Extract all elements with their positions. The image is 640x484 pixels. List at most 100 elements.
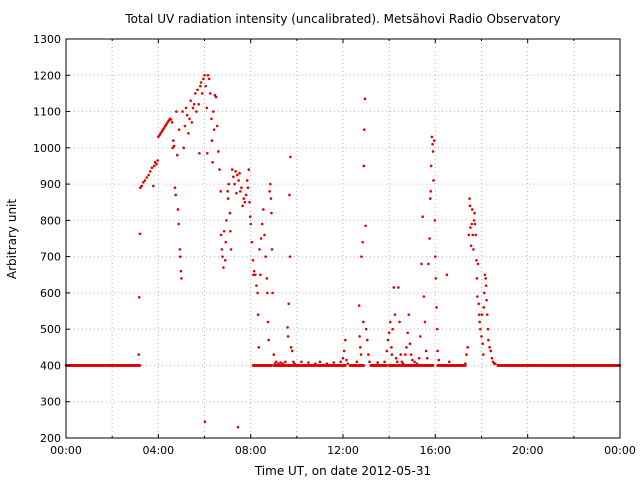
data-point [266, 320, 270, 324]
data-point [215, 124, 219, 128]
data-point [169, 118, 173, 121]
data-point [270, 211, 273, 215]
data-point [489, 349, 493, 353]
data-point [476, 295, 479, 298]
data-point [399, 353, 403, 356]
data-point [247, 168, 251, 171]
data-point [184, 106, 188, 110]
data-point [477, 313, 481, 316]
x-tick-label: 00:00 [604, 444, 636, 457]
data-point [207, 77, 211, 81]
data-point [478, 320, 481, 324]
data-point [472, 219, 476, 222]
data-point [362, 320, 365, 324]
data-point [192, 102, 196, 106]
data-point [433, 219, 437, 222]
x-tick-label: 16:00 [419, 444, 451, 457]
data-point [199, 81, 203, 84]
x-tick-label: 08:00 [235, 444, 267, 457]
data-point [198, 151, 201, 155]
data-point [226, 190, 229, 193]
data-point [281, 362, 285, 365]
data-point [182, 146, 186, 150]
y-tick-label: 200 [40, 432, 61, 445]
data-point [288, 193, 291, 197]
data-point [256, 291, 259, 295]
data-point [153, 161, 157, 164]
data-point [253, 273, 257, 277]
x-tick-label: 20:00 [512, 444, 544, 457]
data-point [423, 320, 427, 324]
data-point [181, 110, 184, 113]
y-tick-label: 500 [40, 323, 61, 336]
data-point [199, 84, 202, 88]
data-point [234, 170, 237, 173]
data-point [145, 176, 149, 179]
data-point [293, 362, 296, 365]
data-point [406, 331, 409, 335]
tick-labels: 200 300 400 500 600 700 800 900 1000 1100 1200 1300… [33, 33, 636, 457]
data-point [237, 179, 240, 182]
data-point [155, 162, 158, 166]
data-point [268, 190, 271, 193]
data-point [235, 191, 238, 195]
data-point [227, 182, 231, 186]
data-point [203, 420, 207, 423]
data-point [240, 186, 243, 190]
data-point [314, 362, 317, 365]
data-point [156, 159, 159, 162]
data-point [217, 150, 220, 153]
data-point [466, 346, 469, 349]
data-point [362, 128, 366, 131]
data-point [480, 313, 484, 316]
data-point [358, 335, 361, 338]
data-point [212, 128, 216, 131]
data-point [447, 360, 451, 364]
data-point [360, 255, 363, 258]
data-point [484, 277, 487, 280]
data-point [210, 117, 213, 121]
data-point [150, 166, 154, 170]
data-point [410, 358, 414, 362]
data-point [364, 224, 367, 228]
data-point [245, 179, 249, 182]
data-point [288, 255, 292, 258]
data-point [235, 173, 239, 177]
y-tick-label: 300 [40, 396, 61, 409]
data-point [193, 92, 197, 95]
data-point [147, 173, 150, 177]
data-point [485, 313, 489, 316]
data-point [249, 222, 252, 226]
data-point [434, 277, 438, 280]
data-point [435, 327, 439, 331]
data-point [355, 360, 359, 364]
data-point [421, 215, 424, 219]
data-point [286, 335, 290, 338]
data-point [272, 353, 276, 356]
data-point [474, 233, 478, 237]
data-point [344, 338, 347, 342]
data-point [211, 110, 215, 113]
data-point [223, 258, 227, 262]
data-point [173, 186, 177, 190]
data-point [219, 233, 223, 237]
x-axis-label: Time UT, on date 2012-05-31 [254, 464, 431, 478]
data-point [220, 248, 224, 251]
data-point [277, 362, 280, 365]
data-point [252, 269, 256, 273]
data-point [469, 226, 472, 229]
data-point [445, 273, 449, 277]
data-point [287, 302, 291, 306]
data-point [390, 346, 393, 349]
data-point [211, 161, 214, 164]
data-point [250, 240, 254, 244]
data-point [432, 139, 436, 142]
data-point [367, 353, 370, 356]
data-point [429, 164, 433, 168]
data-point [420, 262, 423, 266]
data-point [409, 353, 413, 356]
data-point [480, 335, 483, 338]
data-point [391, 327, 394, 331]
data-point [140, 184, 144, 188]
x-tick-label: 04:00 [142, 444, 174, 457]
